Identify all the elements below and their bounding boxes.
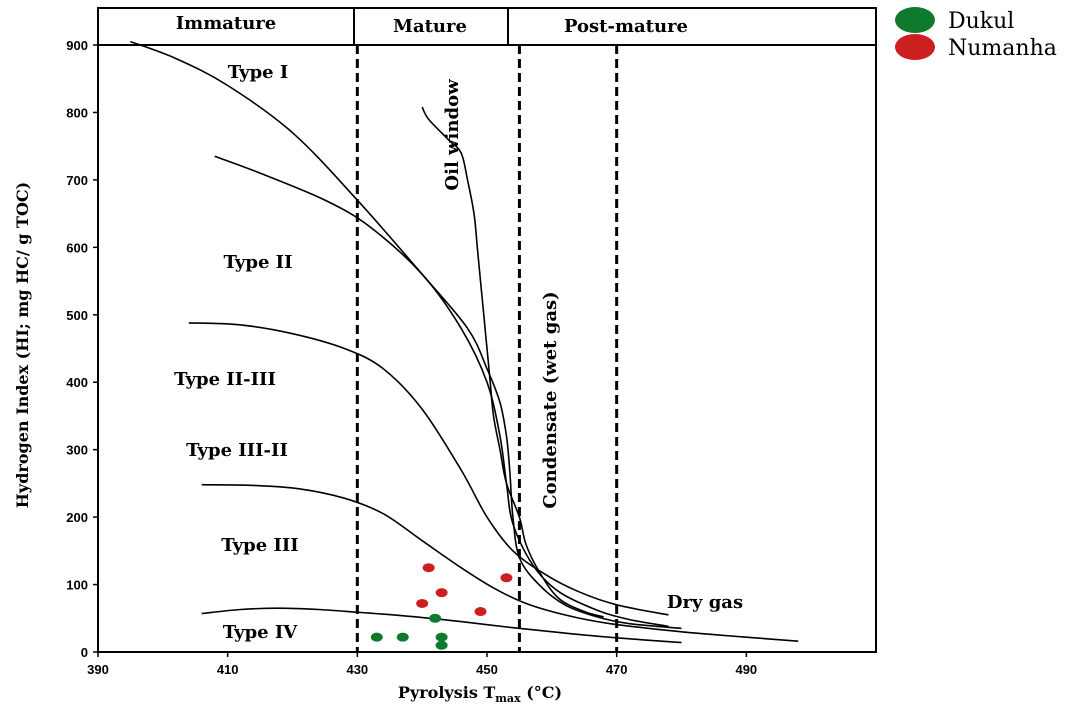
kerogen-curve — [201, 483, 799, 642]
x-tick-label: 410 — [217, 662, 239, 677]
kerogen-label: Type II — [223, 252, 292, 273]
zone-label: Post-mature — [564, 16, 688, 37]
x-axis-label-unit: (°C) — [521, 683, 562, 702]
data-point-dukul — [435, 640, 448, 650]
zone-boundaries — [355, 45, 619, 652]
x-tick-label: 450 — [476, 662, 498, 677]
legend-swatch-numanha — [895, 34, 935, 60]
data-point-dukul — [396, 632, 409, 642]
y-tick-label: 900 — [66, 38, 88, 53]
kerogen-label: Type I — [228, 62, 289, 83]
kerogen-curve — [421, 106, 604, 618]
kerogen-curve — [188, 322, 669, 616]
data-points — [370, 563, 513, 650]
y-tick-label: 700 — [66, 173, 88, 188]
y-tick-label: 0 — [81, 645, 88, 660]
kerogen-label: Type II-III — [174, 369, 276, 390]
region-label: Dry gas — [667, 592, 743, 613]
x-axis-label-main: Pyrolysis T — [398, 683, 495, 702]
x-tick-label: 470 — [606, 662, 628, 677]
kerogen-curve — [214, 155, 669, 628]
x-tick-label: 390 — [87, 662, 109, 677]
region-label: Oil window — [442, 79, 463, 191]
zone-label: Immature — [176, 13, 277, 34]
data-point-dukul — [435, 632, 448, 642]
legend: Dukul Numanha — [895, 7, 1057, 61]
x-axis-label-sub: max — [495, 692, 521, 705]
y-tick-label: 200 — [66, 510, 88, 525]
y-tick-label: 600 — [66, 240, 88, 255]
y-tick-label: 400 — [66, 375, 88, 390]
kerogen-label: Type III — [221, 535, 298, 556]
axis-ticks: 390 410 430 450 470 490 0 100 200 300 400 500 600 700… — [66, 38, 757, 677]
maturity-header — [97, 7, 877, 46]
kerogen-curve — [201, 607, 682, 644]
y-axis-label: Hydrogen Index (HI; mg HC/ g TOC) — [13, 182, 32, 508]
legend-label-dukul: Dukul — [948, 9, 1014, 34]
data-point-dukul — [370, 632, 383, 642]
y-tick-label: 800 — [66, 105, 88, 120]
kerogen-curves — [130, 40, 799, 644]
data-point-numanha — [474, 607, 487, 617]
y-tick-label: 300 — [66, 443, 88, 458]
y-tick-label: 100 — [66, 578, 88, 593]
kerogen-label: Type IV — [223, 622, 299, 643]
kerogen-label: Type III-II — [186, 440, 288, 461]
legend-label-numanha: Numanha — [948, 36, 1057, 61]
data-point-numanha — [500, 573, 513, 583]
data-point-numanha — [435, 588, 448, 598]
region-label: Condensate (wet gas) — [540, 291, 561, 508]
x-tick-label: 490 — [735, 662, 757, 677]
data-point-numanha — [422, 563, 435, 573]
zone-label: Mature — [393, 16, 467, 37]
legend-swatch-dukul — [895, 7, 935, 33]
y-tick-label: 500 — [66, 308, 88, 323]
x-tick-label: 430 — [346, 662, 368, 677]
data-point-numanha — [416, 598, 429, 608]
data-point-dukul — [429, 613, 442, 623]
kerogen-curve — [130, 40, 682, 630]
x-axis-label: Pyrolysis Tmax (°C) — [398, 683, 562, 705]
